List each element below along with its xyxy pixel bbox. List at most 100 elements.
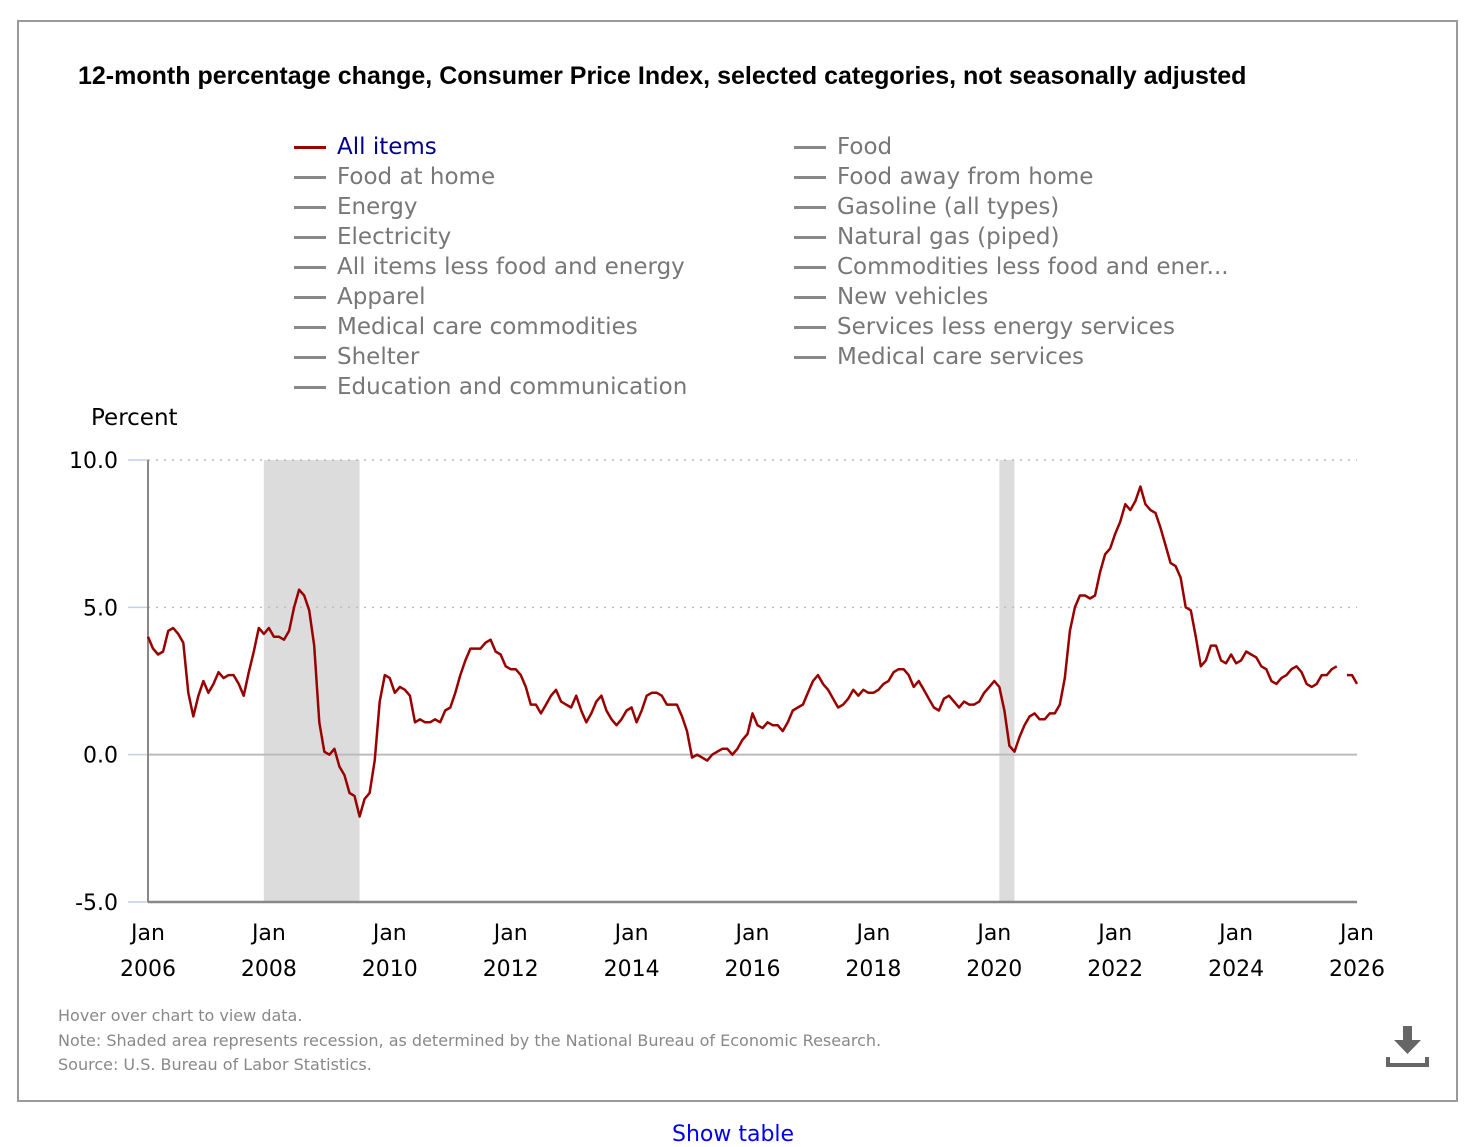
data-point[interactable] (1082, 593, 1087, 598)
data-point[interactable] (463, 658, 468, 663)
data-point[interactable] (1329, 667, 1334, 672)
data-point[interactable] (826, 687, 831, 692)
data-point[interactable] (1269, 679, 1274, 684)
data-point[interactable] (282, 637, 287, 642)
data-point[interactable] (977, 699, 982, 704)
data-point[interactable] (337, 764, 342, 769)
data-point[interactable] (342, 773, 347, 778)
data-point[interactable] (987, 684, 992, 689)
data-point[interactable] (1213, 643, 1218, 648)
data-point[interactable] (992, 679, 997, 684)
data-point[interactable] (815, 673, 820, 678)
data-point[interactable] (770, 723, 775, 728)
data-point[interactable] (1203, 658, 1208, 663)
data-point[interactable] (1128, 508, 1133, 513)
legend-item-medical-care-commodities[interactable]: Medical care commodities (294, 312, 687, 342)
data-point[interactable] (1294, 664, 1299, 669)
data-point[interactable] (962, 699, 967, 704)
data-point[interactable] (725, 746, 730, 751)
data-point[interactable] (407, 693, 412, 698)
data-point[interactable] (679, 714, 684, 719)
data-point[interactable] (760, 726, 765, 731)
data-point[interactable] (241, 693, 246, 698)
data-point[interactable] (1208, 643, 1213, 648)
data-point[interactable] (438, 720, 443, 725)
data-point[interactable] (1299, 670, 1304, 675)
data-point[interactable] (549, 693, 554, 698)
data-point[interactable] (523, 684, 528, 689)
data-point[interactable] (443, 708, 448, 713)
data-point[interactable] (221, 676, 226, 681)
data-point[interactable] (327, 752, 332, 757)
data-point[interactable] (1027, 714, 1032, 719)
data-point[interactable] (594, 699, 599, 704)
data-point[interactable] (458, 673, 463, 678)
data-point[interactable] (775, 723, 780, 728)
data-point[interactable] (1153, 511, 1158, 516)
data-point[interactable] (674, 702, 679, 707)
data-point[interactable] (639, 708, 644, 713)
legend-item-new-vehicles[interactable]: New vehicles (794, 282, 1229, 312)
data-point[interactable] (332, 746, 337, 751)
data-point[interactable] (357, 814, 362, 819)
data-point[interactable] (362, 796, 367, 801)
data-point[interactable] (1057, 702, 1062, 707)
data-point[interactable] (292, 605, 297, 610)
data-point[interactable] (941, 696, 946, 701)
data-point[interactable] (1334, 664, 1339, 669)
data-point[interactable] (604, 708, 609, 713)
data-point[interactable] (352, 793, 357, 798)
data-point[interactable] (851, 687, 856, 692)
data-point[interactable] (569, 705, 574, 710)
data-point[interactable] (503, 664, 508, 669)
data-point[interactable] (654, 690, 659, 695)
data-point[interactable] (967, 702, 972, 707)
data-point[interactable] (246, 670, 251, 675)
data-point[interactable] (901, 667, 906, 672)
data-point[interactable] (1349, 673, 1354, 678)
data-point[interactable] (508, 667, 513, 672)
legend-item-apparel[interactable]: Apparel (294, 282, 687, 312)
data-point[interactable] (171, 625, 176, 630)
data-point[interactable] (997, 684, 1002, 689)
data-point[interactable] (211, 681, 216, 686)
data-point[interactable] (554, 687, 559, 692)
data-point[interactable] (1163, 543, 1168, 548)
legend-item-all-items[interactable]: All items (294, 132, 687, 162)
data-point[interactable] (1007, 743, 1012, 748)
series-line-all-items[interactable] (146, 485, 1359, 818)
data-point[interactable] (735, 746, 740, 751)
data-point[interactable] (846, 696, 851, 701)
data-point[interactable] (1017, 734, 1022, 739)
data-point[interactable] (972, 702, 977, 707)
data-point[interactable] (1158, 525, 1163, 530)
data-point[interactable] (538, 711, 543, 716)
data-point[interactable] (266, 625, 271, 630)
data-point[interactable] (695, 752, 700, 757)
data-point[interactable] (690, 755, 695, 760)
data-point[interactable] (649, 690, 654, 695)
show-table-link[interactable]: Show table (672, 1122, 795, 1147)
data-point[interactable] (236, 681, 241, 686)
legend-item-food-away-from-home[interactable]: Food away from home (794, 162, 1229, 192)
data-point[interactable] (1284, 673, 1289, 678)
data-point[interactable] (412, 720, 417, 725)
data-point[interactable] (780, 729, 785, 734)
data-point[interactable] (1289, 667, 1294, 672)
data-point[interactable] (513, 667, 518, 672)
data-point[interactable] (1234, 661, 1239, 666)
legend-item-energy[interactable]: Energy (294, 192, 687, 222)
data-point[interactable] (599, 693, 604, 698)
data-point[interactable] (297, 587, 302, 592)
data-point[interactable] (256, 625, 261, 630)
data-point[interactable] (1324, 673, 1329, 678)
data-point[interactable] (186, 690, 191, 695)
data-point[interactable] (1183, 605, 1188, 610)
data-point[interactable] (1002, 708, 1007, 713)
data-point[interactable] (926, 696, 931, 701)
data-point[interactable] (176, 631, 181, 636)
legend-item-shelter[interactable]: Shelter (294, 342, 687, 372)
data-point[interactable] (574, 693, 579, 698)
data-point[interactable] (468, 646, 473, 651)
data-point[interactable] (720, 746, 725, 751)
